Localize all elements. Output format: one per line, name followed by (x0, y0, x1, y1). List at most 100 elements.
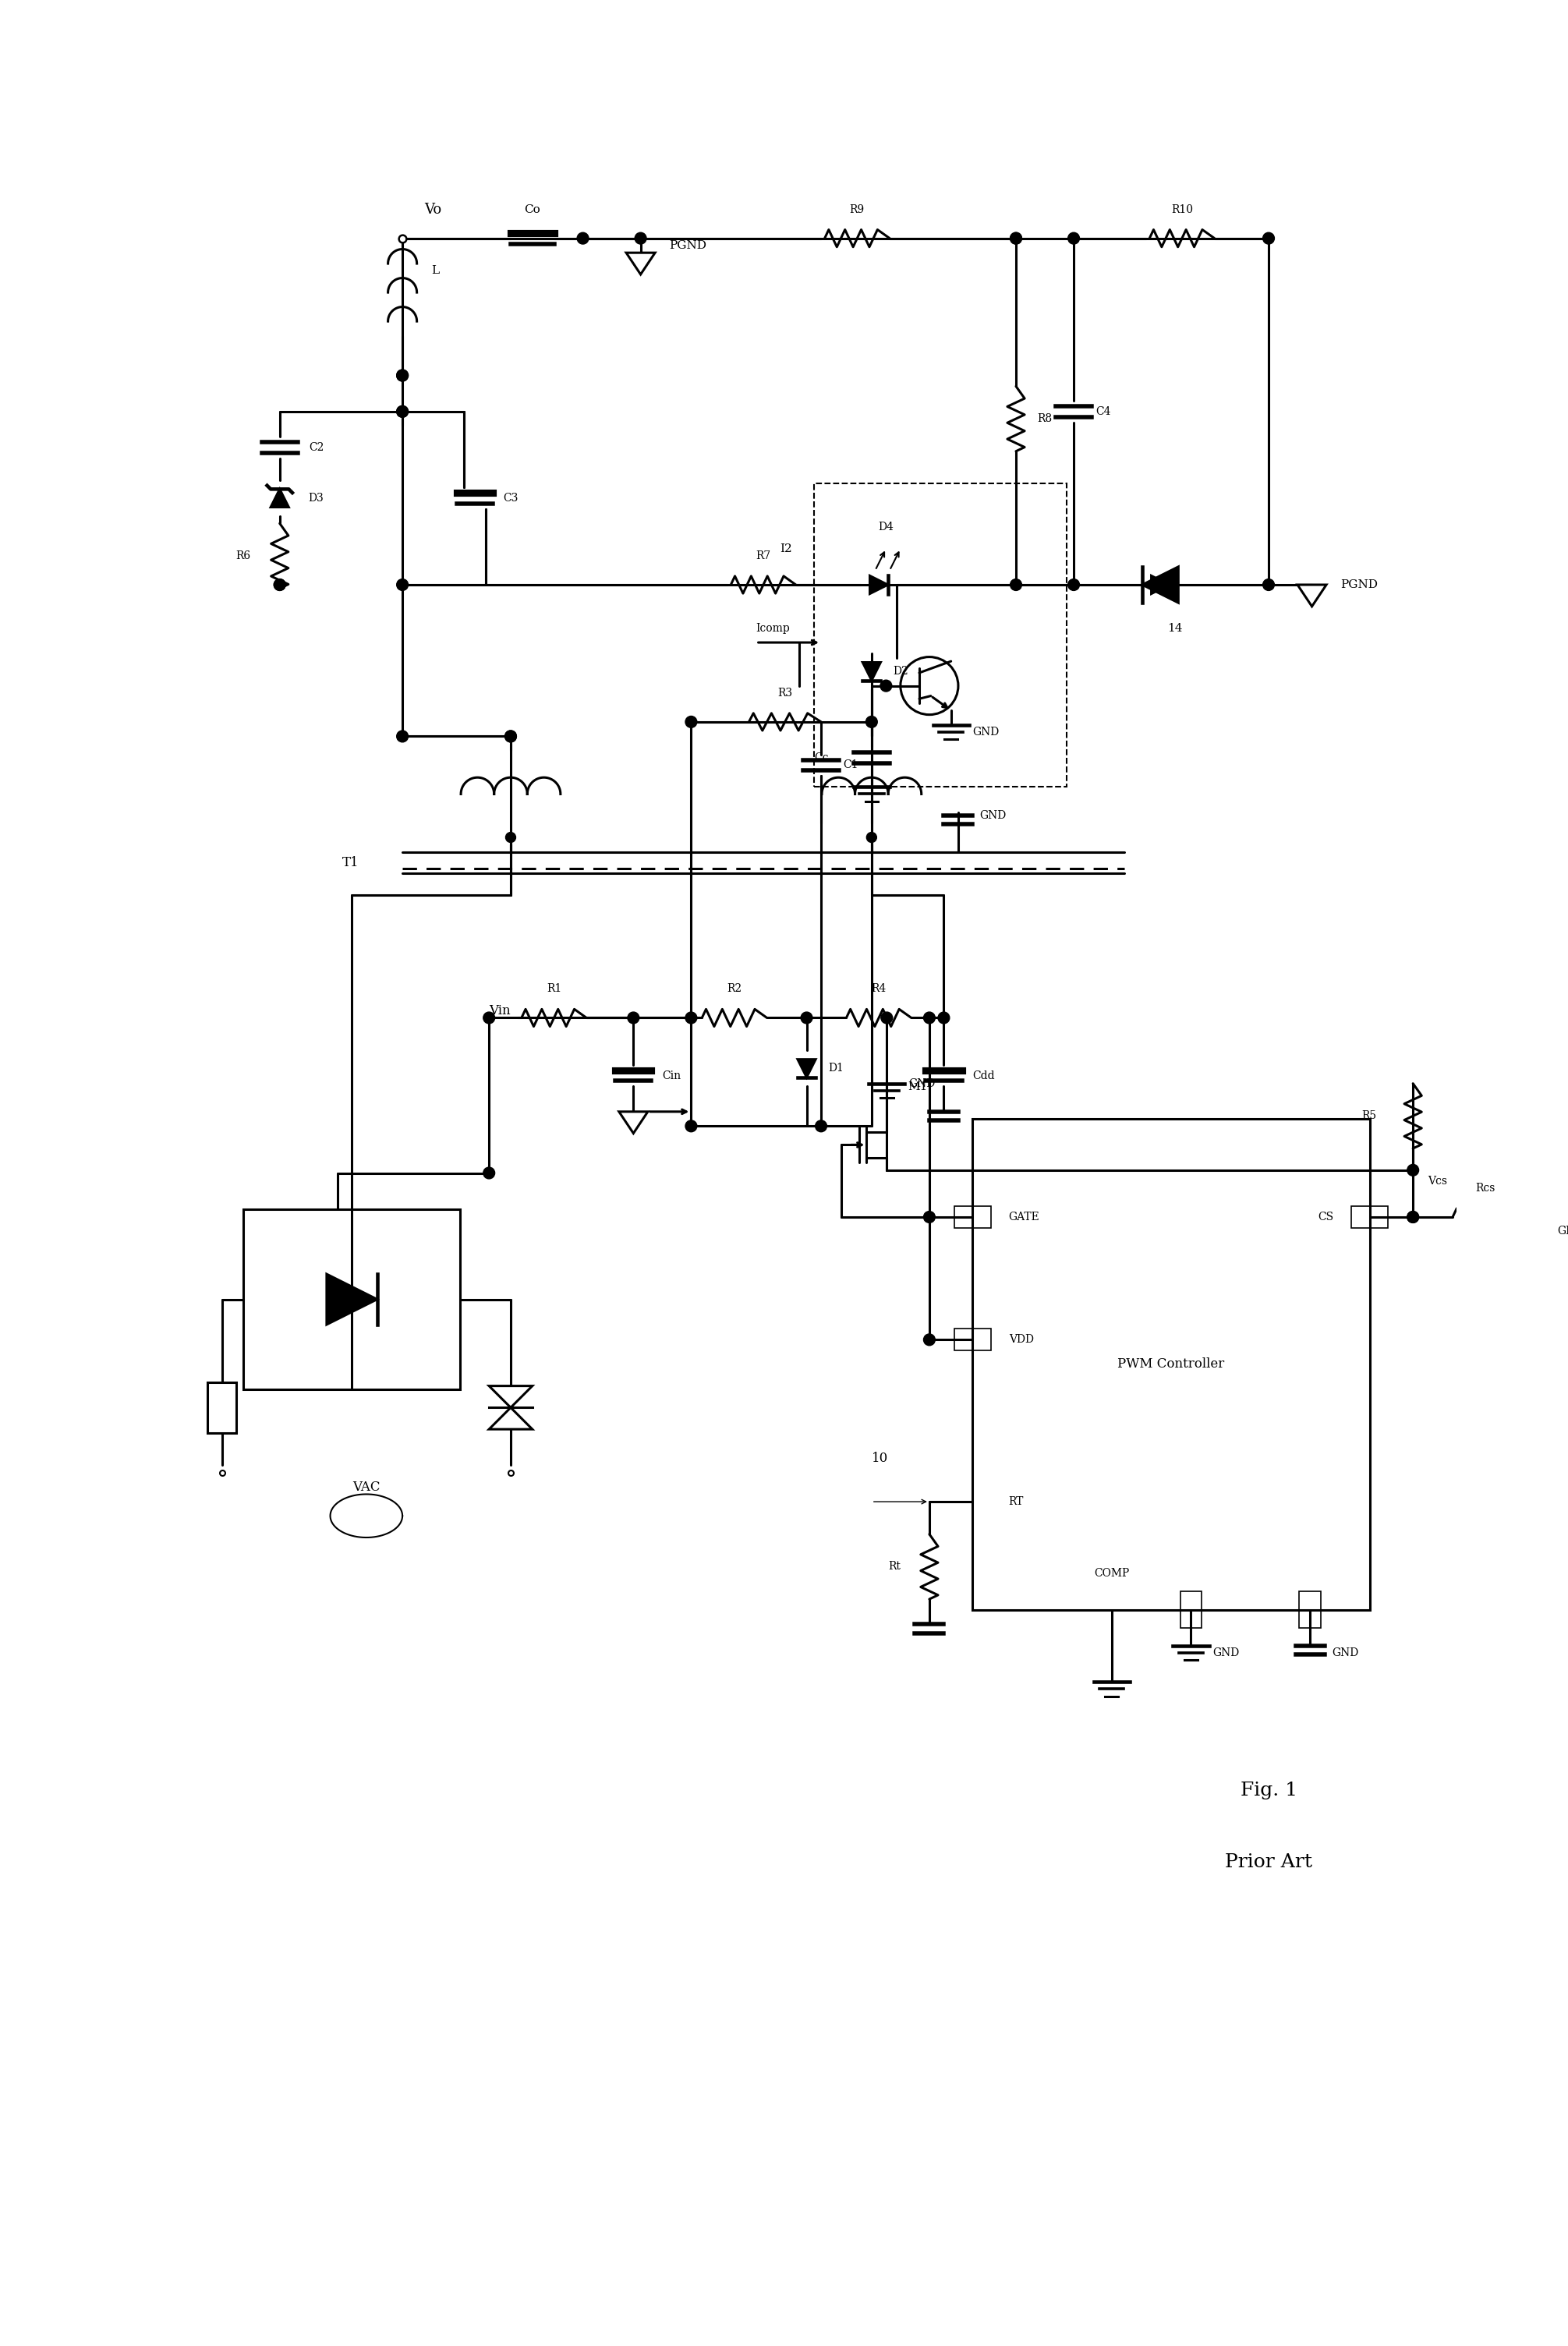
Text: R2: R2 (728, 983, 742, 995)
Text: C2: C2 (309, 441, 323, 453)
Text: Co: Co (524, 204, 541, 216)
Text: Cin: Cin (662, 1070, 681, 1082)
Circle shape (924, 1011, 935, 1023)
Text: GND: GND (908, 1079, 935, 1089)
Circle shape (274, 579, 285, 591)
Circle shape (1068, 579, 1079, 591)
Text: R6: R6 (235, 551, 251, 561)
Text: M1: M1 (908, 1082, 928, 1093)
Polygon shape (326, 1274, 378, 1325)
Polygon shape (1142, 568, 1179, 603)
Circle shape (1262, 579, 1275, 591)
Circle shape (881, 1011, 892, 1023)
Circle shape (815, 1121, 826, 1131)
Circle shape (685, 716, 696, 727)
Polygon shape (870, 575, 887, 594)
Circle shape (397, 579, 408, 591)
Circle shape (924, 1335, 935, 1347)
Circle shape (505, 833, 516, 842)
Text: GND: GND (980, 809, 1007, 821)
Text: Rcs: Rcs (1475, 1182, 1494, 1194)
Circle shape (880, 680, 892, 692)
Text: Fig. 1: Fig. 1 (1240, 1781, 1297, 1799)
Polygon shape (489, 1386, 533, 1408)
Text: D2: D2 (894, 666, 908, 678)
Bar (1181, 1591, 1201, 1628)
Circle shape (867, 833, 877, 842)
Text: R1: R1 (547, 983, 561, 995)
Polygon shape (862, 662, 881, 680)
Text: R8: R8 (1038, 413, 1052, 425)
Text: R4: R4 (872, 983, 886, 995)
Text: VDD: VDD (1008, 1335, 1033, 1344)
Text: GND: GND (1331, 1647, 1358, 1659)
Bar (1300, 1591, 1320, 1628)
Polygon shape (798, 1060, 815, 1077)
Text: C4: C4 (1096, 406, 1110, 418)
Text: I2: I2 (779, 544, 792, 554)
Text: Vin: Vin (489, 1004, 511, 1018)
Text: VAC: VAC (353, 1480, 379, 1494)
Circle shape (1010, 579, 1022, 591)
Circle shape (938, 1011, 950, 1023)
Circle shape (924, 1211, 935, 1222)
Polygon shape (1151, 575, 1170, 594)
Circle shape (1406, 1164, 1419, 1175)
Circle shape (635, 232, 646, 244)
Text: D4: D4 (878, 521, 894, 533)
Bar (955, 1328, 991, 1351)
Text: GND: GND (972, 727, 999, 737)
Circle shape (397, 730, 408, 741)
Circle shape (397, 406, 408, 418)
Text: Rt: Rt (887, 1560, 900, 1572)
Bar (243, 1208, 459, 1389)
Circle shape (505, 730, 516, 741)
Circle shape (483, 1011, 495, 1023)
Circle shape (483, 1168, 495, 1178)
Circle shape (1406, 1211, 1419, 1222)
Text: Prior Art: Prior Art (1225, 1853, 1312, 1872)
Bar (955, 1206, 991, 1227)
Circle shape (866, 716, 878, 727)
Polygon shape (489, 1408, 533, 1429)
Text: Vcs: Vcs (1427, 1175, 1447, 1187)
Bar (814, 483, 1066, 786)
Text: RT: RT (1008, 1497, 1024, 1506)
Polygon shape (626, 253, 655, 274)
Text: L: L (431, 265, 439, 277)
Circle shape (1262, 232, 1275, 244)
Text: R9: R9 (850, 204, 864, 216)
Text: D1: D1 (828, 1063, 844, 1074)
Text: R5: R5 (1363, 1110, 1377, 1121)
Text: PGND: PGND (1341, 579, 1378, 591)
Circle shape (397, 371, 408, 380)
Text: COMP: COMP (1094, 1567, 1129, 1579)
Circle shape (1010, 232, 1022, 244)
Polygon shape (271, 488, 289, 507)
Text: 10: 10 (872, 1452, 887, 1464)
Circle shape (274, 579, 285, 591)
Bar (1352, 1206, 1388, 1227)
Text: C3: C3 (503, 493, 519, 504)
Circle shape (577, 232, 588, 244)
Text: PGND: PGND (670, 239, 707, 251)
Text: GND: GND (1212, 1647, 1239, 1659)
Circle shape (1010, 232, 1022, 244)
Circle shape (685, 1121, 696, 1131)
Circle shape (1068, 232, 1079, 244)
Text: CS: CS (1317, 1211, 1333, 1222)
Text: R3: R3 (778, 687, 792, 699)
Circle shape (397, 371, 408, 380)
Text: C1: C1 (842, 760, 858, 769)
Text: Vo: Vo (423, 202, 441, 216)
Text: 14: 14 (1168, 622, 1182, 633)
Polygon shape (619, 1112, 648, 1133)
Circle shape (505, 730, 516, 741)
Circle shape (801, 1011, 812, 1023)
Bar (972, 1119, 1370, 1609)
Text: PWM Controller: PWM Controller (1118, 1358, 1225, 1370)
Circle shape (685, 1011, 696, 1023)
Text: R10: R10 (1171, 204, 1193, 216)
Text: GND: GND (1557, 1227, 1568, 1236)
Circle shape (627, 1011, 640, 1023)
